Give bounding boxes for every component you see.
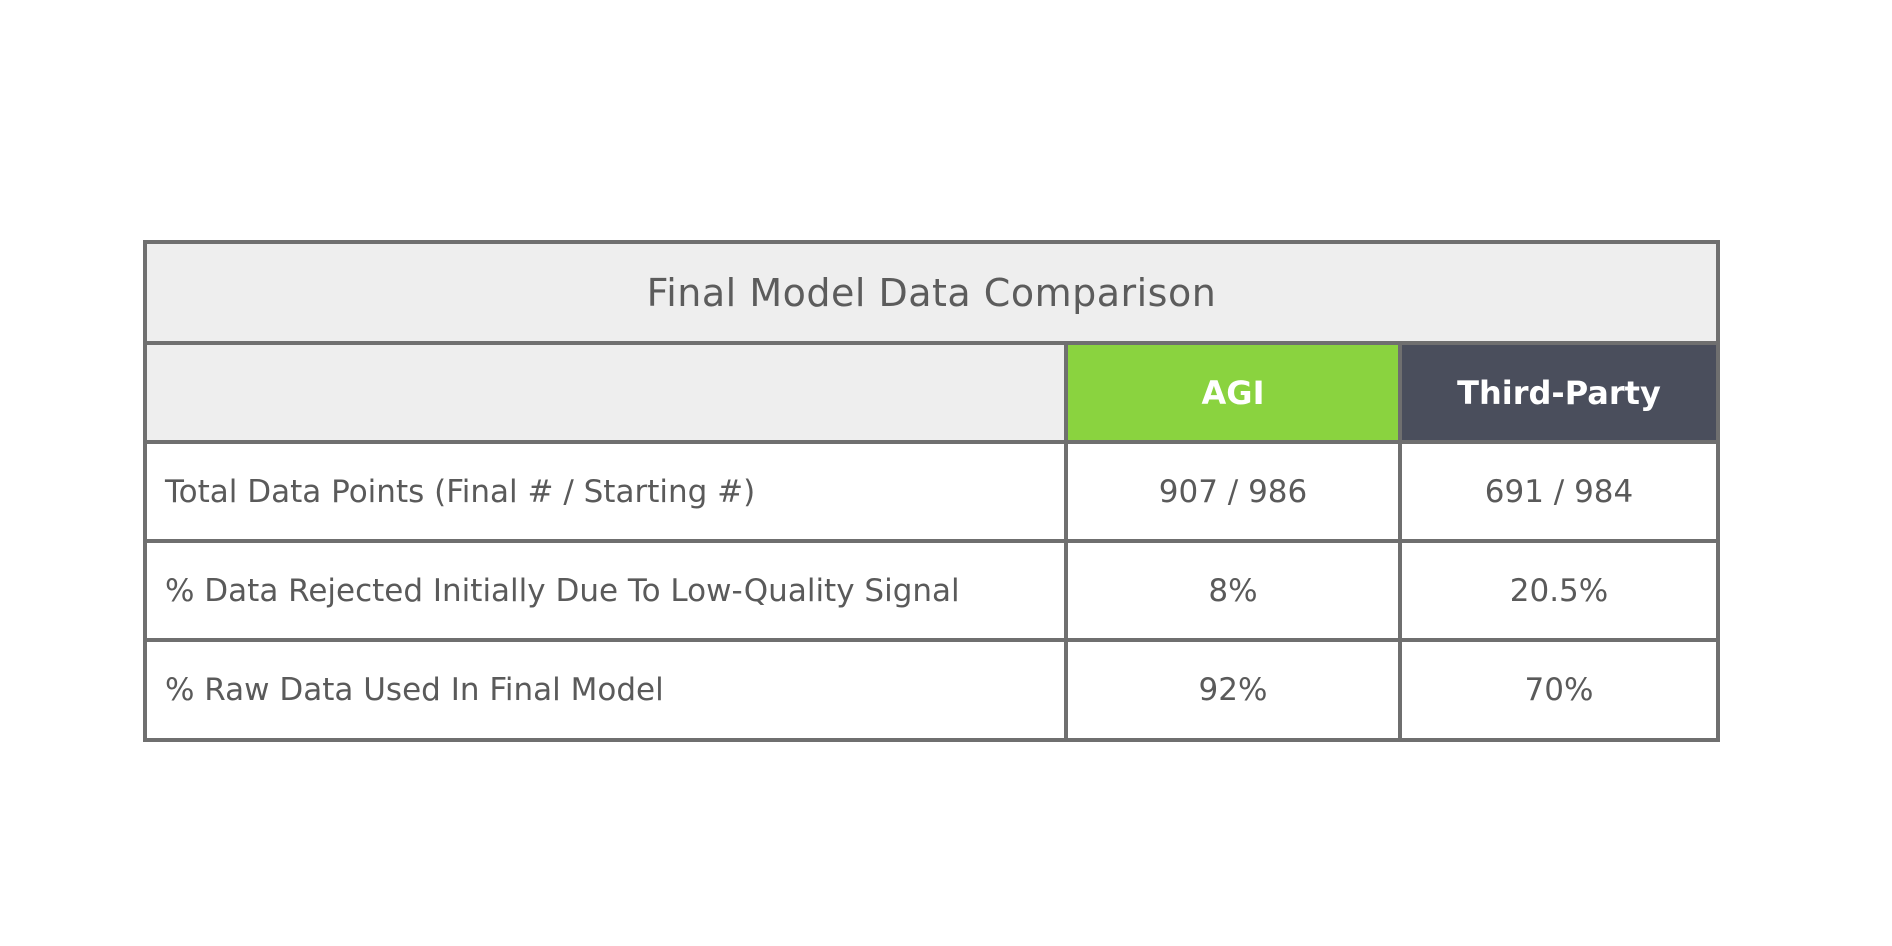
table-title: Final Model Data Comparison xyxy=(147,244,1716,345)
table-row: % Raw Data Used In Final Model 92% 70% xyxy=(147,642,1716,738)
table-header-row: AGI Third-Party xyxy=(147,345,1716,444)
table-row: % Data Rejected Initially Due To Low-Qua… xyxy=(147,543,1716,642)
third-party-value: 70% xyxy=(1524,672,1594,708)
row-label: % Data Rejected Initially Due To Low-Qua… xyxy=(147,543,1068,638)
comparison-table: Final Model Data Comparison AGI Third-Pa… xyxy=(143,240,1720,742)
row-label: Total Data Points (Final # / Starting #) xyxy=(147,444,1068,539)
header-third-party: Third-Party xyxy=(1402,345,1716,440)
agi-value: 8% xyxy=(1068,543,1402,638)
row-label: % Raw Data Used In Final Model xyxy=(147,642,1068,738)
header-label-cell xyxy=(147,345,1068,440)
third-party-value: 20.5% xyxy=(1509,572,1609,609)
header-agi: AGI xyxy=(1068,345,1402,440)
third-party-value: 691 / 984 xyxy=(1484,473,1634,510)
table-row: Total Data Points (Final # / Starting #)… xyxy=(147,444,1716,543)
agi-value: 92% xyxy=(1068,642,1402,738)
agi-value: 907 / 986 xyxy=(1068,444,1402,539)
